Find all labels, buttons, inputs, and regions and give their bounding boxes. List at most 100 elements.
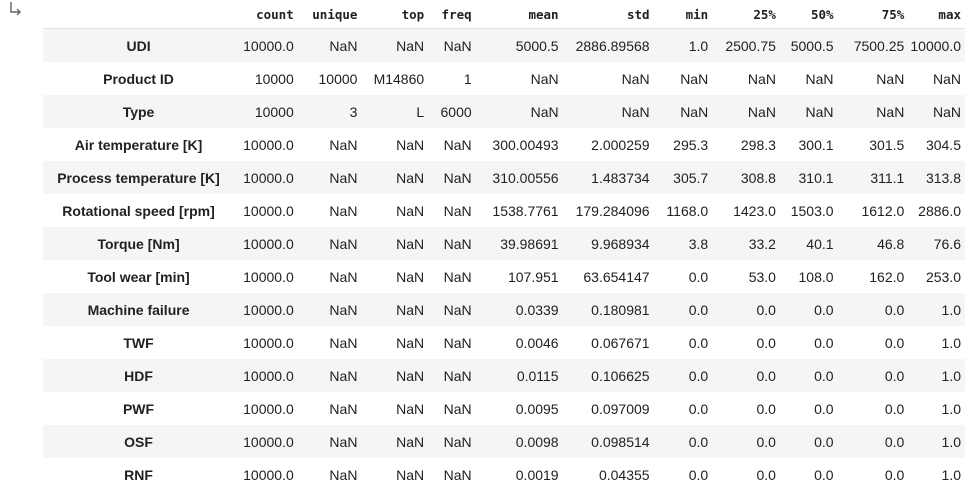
table-cell: 0.0 [884, 334, 905, 351]
table-cell: 313.8 [925, 169, 961, 186]
table-cell: NaN [932, 103, 961, 120]
table-cell: 0.098514 [591, 433, 650, 450]
table-cell: 310.1 [798, 169, 834, 186]
table-cell: 0.0 [688, 367, 709, 384]
table-cell: NaN [396, 433, 425, 450]
table-cell: 1.0 [941, 400, 961, 417]
row-label: RNF [124, 466, 153, 483]
table-cell: 6000 [440, 103, 472, 120]
table-cell: NaN [329, 37, 358, 54]
table-cell: 10000.0 [243, 433, 294, 450]
table-row: RNF 10000.0 NaN NaN NaN 0.0019 0.04355 0.0 0.0 0.… [43, 458, 965, 491]
row-label: Type [122, 103, 155, 120]
table-row: HDF 10000.0 NaN NaN NaN 0.0115 0.106625 0.0 0.0 0… [43, 359, 965, 392]
table-cell: 300.00493 [492, 136, 559, 153]
row-label: Tool wear [min] [87, 268, 190, 285]
table-cell: NaN [443, 37, 472, 54]
column-header: min [653, 0, 713, 29]
table-row: OSF 10000.0 NaN NaN NaN 0.0098 0.098514 0.0 0.0 0… [43, 425, 965, 458]
table-cell: NaN [932, 70, 961, 87]
table-cell: NaN [530, 103, 559, 120]
table-cell: 33.2 [748, 235, 776, 252]
table-row: Machine failure 10000.0 NaN NaN NaN 0.0339 0.1… [43, 293, 965, 326]
table-cell: 0.0 [756, 334, 776, 351]
row-label: Air temperature [K] [74, 136, 203, 153]
table-cell: NaN [329, 202, 358, 219]
dataframe-output: count unique top freq mean std min 25% 50% 75% max… [43, 0, 974, 491]
table-cell: 0.04355 [598, 466, 650, 483]
table-cell: 1423.0 [733, 202, 776, 219]
column-header: top [361, 0, 429, 29]
table-cell: 298.3 [740, 136, 776, 153]
table-cell: 0.0046 [515, 334, 559, 351]
table-cell: 0.097009 [591, 400, 650, 417]
table-row: Product ID 10000 10000 M14860 1 NaN NaN NaN NaN N… [43, 62, 965, 95]
row-label: Machine failure [87, 301, 190, 318]
table-cell: 2886.89568 [575, 37, 650, 54]
table-cell: NaN [396, 169, 425, 186]
table-cell: 0.0115 [516, 367, 559, 384]
table-cell: 0.180981 [591, 301, 650, 318]
table-row: Type 10000 3 L 6000 NaN NaN NaN NaN NaN NaN NaN [43, 95, 965, 128]
table-cell: 0.0339 [515, 301, 559, 318]
table-cell: NaN [329, 433, 358, 450]
table-cell: 0.0098 [515, 433, 559, 450]
table-cell: 9.968934 [591, 235, 650, 252]
table-cell: 5000.5 [515, 37, 559, 54]
table-cell: NaN [680, 70, 709, 87]
table-cell: NaN [329, 367, 358, 384]
table-cell: 0.0 [756, 301, 776, 318]
table-cell: 301.5 [869, 136, 905, 153]
row-label: Rotational speed [rpm] [62, 202, 215, 219]
table-cell: NaN [747, 70, 776, 87]
row-label: UDI [126, 37, 151, 54]
table-cell: 304.5 [925, 136, 961, 153]
table-row: UDI 10000.0 NaN NaN NaN 5000.5 2886.89568 1.0 25… [43, 28, 965, 62]
table-row: Tool wear [min] 10000.0 NaN NaN NaN 107.951 63… [43, 260, 965, 293]
row-label: TWF [123, 334, 154, 351]
table-cell: NaN [396, 367, 425, 384]
table-cell: 10000.0 [243, 334, 294, 351]
table-cell: 0.0 [814, 466, 834, 483]
table-cell: NaN [396, 400, 425, 417]
table-cell: 0.0 [688, 400, 709, 417]
table-row: Torque [Nm] 10000.0 NaN NaN NaN 39.98691 9.968… [43, 227, 965, 260]
table-cell: 0.0 [814, 367, 834, 384]
table-cell: 3.8 [688, 235, 709, 252]
output-arrow-icon[interactable] [6, 0, 26, 20]
column-header: count [234, 0, 298, 29]
table-cell: 0.0 [884, 433, 905, 450]
table-cell: 0.0 [884, 466, 905, 483]
table-cell: 10000.0 [243, 367, 294, 384]
table-cell: 1 [463, 70, 472, 87]
table-cell: NaN [876, 70, 905, 87]
table-cell: NaN [621, 70, 650, 87]
table-cell: 40.1 [806, 235, 834, 252]
table-cell: NaN [805, 70, 834, 87]
table-cell: 0.0 [814, 301, 834, 318]
table-cell: NaN [443, 202, 472, 219]
table-cell: 10000.0 [243, 169, 294, 186]
table-cell: 0.106625 [591, 367, 650, 384]
table-cell: 5000.5 [790, 37, 834, 54]
table-cell: 3 [349, 103, 358, 120]
table-cell: 1168.0 [666, 202, 709, 219]
table-cell: 10000.0 [243, 400, 294, 417]
table-cell: 308.8 [740, 169, 776, 186]
table-cell: 76.6 [933, 235, 961, 252]
table-cell: 253.0 [925, 268, 961, 285]
table-cell: 10000.0 [910, 37, 961, 54]
table-cell: NaN [443, 169, 472, 186]
table-cell: NaN [443, 334, 472, 351]
table-cell: 1612.0 [861, 202, 905, 219]
table-cell: 0.0 [756, 466, 776, 483]
table-body: UDI 10000.0 NaN NaN NaN 5000.5 2886.89568 1.0 25… [43, 28, 965, 491]
table-cell: NaN [805, 103, 834, 120]
table-row: Rotational speed [rpm] 10000.0 NaN NaN NaN 15… [43, 194, 965, 227]
table-cell: 0.067671 [591, 334, 650, 351]
describe-table: count unique top freq mean std min 25% 50% 75% max… [43, 0, 965, 491]
table-cell: 0.0 [756, 367, 776, 384]
header-row: count unique top freq mean std min 25% 50% 75% max [43, 0, 965, 29]
table-cell: 300.1 [798, 136, 834, 153]
column-header: std [562, 0, 654, 29]
